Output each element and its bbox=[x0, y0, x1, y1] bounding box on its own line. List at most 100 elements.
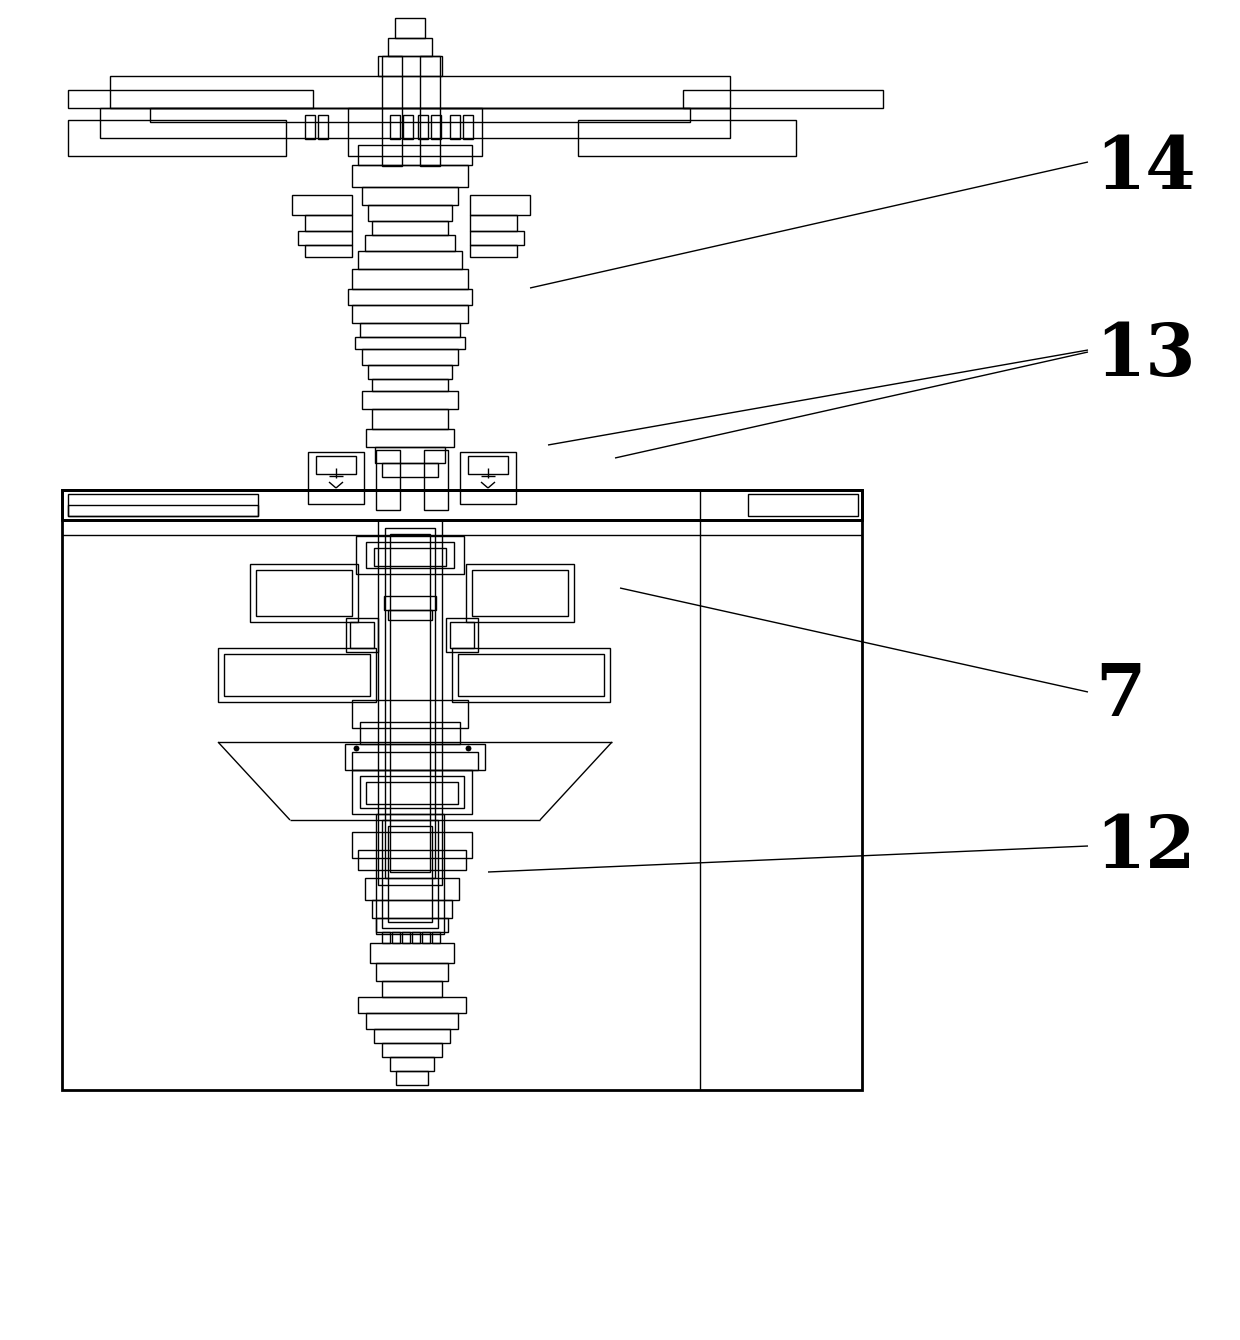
Text: 12: 12 bbox=[1095, 812, 1195, 883]
Bar bbox=[348, 109, 482, 155]
Bar bbox=[352, 306, 467, 323]
Bar bbox=[391, 535, 430, 872]
Bar bbox=[350, 622, 374, 649]
Bar bbox=[68, 505, 258, 516]
Bar bbox=[352, 699, 467, 728]
Bar bbox=[358, 145, 472, 165]
Bar bbox=[305, 115, 315, 139]
Bar bbox=[317, 115, 329, 139]
Bar bbox=[466, 564, 574, 622]
Bar bbox=[68, 90, 312, 109]
Bar bbox=[382, 56, 402, 166]
Text: 7: 7 bbox=[1095, 659, 1146, 730]
Bar bbox=[370, 943, 454, 963]
Bar bbox=[378, 56, 441, 76]
Bar bbox=[470, 245, 517, 257]
Bar bbox=[366, 1013, 458, 1029]
Bar bbox=[305, 245, 352, 257]
Bar bbox=[355, 336, 465, 348]
Bar bbox=[352, 269, 467, 289]
Bar bbox=[463, 115, 472, 139]
Bar bbox=[100, 109, 730, 138]
Bar bbox=[62, 490, 862, 1089]
Bar bbox=[388, 825, 432, 922]
Bar bbox=[396, 1071, 428, 1085]
Bar bbox=[470, 230, 525, 245]
Bar bbox=[391, 115, 401, 139]
Bar bbox=[432, 933, 440, 943]
Bar bbox=[384, 528, 435, 878]
Bar bbox=[374, 1029, 450, 1043]
Bar bbox=[366, 783, 458, 804]
Bar bbox=[362, 348, 458, 364]
Bar bbox=[460, 452, 516, 504]
Bar bbox=[352, 832, 472, 858]
Bar bbox=[382, 464, 438, 477]
Bar bbox=[403, 115, 413, 139]
Bar bbox=[224, 654, 370, 695]
Bar bbox=[382, 820, 438, 929]
Bar bbox=[372, 379, 448, 391]
Bar bbox=[372, 409, 448, 429]
Bar bbox=[384, 596, 436, 610]
Bar bbox=[374, 448, 445, 464]
Bar bbox=[376, 918, 448, 933]
Bar bbox=[366, 429, 454, 448]
Bar bbox=[366, 541, 454, 568]
Bar bbox=[748, 494, 858, 516]
Text: 14: 14 bbox=[1095, 133, 1195, 204]
Text: 13: 13 bbox=[1095, 319, 1195, 390]
Bar bbox=[578, 121, 796, 155]
Bar bbox=[683, 90, 883, 109]
Bar bbox=[368, 205, 453, 221]
Bar bbox=[362, 391, 458, 409]
Bar bbox=[356, 536, 464, 574]
Bar bbox=[402, 933, 410, 943]
Bar bbox=[388, 38, 432, 56]
Bar bbox=[396, 17, 425, 38]
Bar bbox=[298, 230, 352, 245]
Bar bbox=[420, 56, 440, 166]
Bar bbox=[422, 933, 430, 943]
Bar bbox=[352, 752, 477, 770]
Bar bbox=[218, 649, 376, 702]
Bar bbox=[150, 109, 689, 122]
Bar bbox=[345, 744, 485, 770]
Bar bbox=[376, 963, 448, 981]
Bar bbox=[348, 289, 472, 306]
Bar bbox=[424, 450, 448, 511]
Bar bbox=[250, 564, 358, 622]
Bar bbox=[360, 776, 464, 808]
Bar bbox=[360, 722, 460, 744]
Bar bbox=[470, 214, 517, 230]
Bar bbox=[388, 610, 432, 620]
Bar bbox=[458, 654, 604, 695]
Bar bbox=[365, 878, 459, 900]
Bar bbox=[358, 997, 466, 1013]
Bar bbox=[376, 450, 401, 511]
Bar bbox=[453, 649, 610, 702]
Bar bbox=[365, 234, 455, 251]
Bar bbox=[362, 188, 458, 205]
Bar bbox=[392, 933, 401, 943]
Bar bbox=[68, 121, 286, 155]
Bar bbox=[374, 548, 446, 565]
Bar bbox=[352, 165, 467, 188]
Bar bbox=[382, 1043, 441, 1057]
Bar bbox=[372, 900, 453, 918]
Bar bbox=[446, 618, 477, 653]
Bar bbox=[368, 364, 453, 379]
Bar bbox=[62, 490, 862, 520]
Bar bbox=[467, 456, 508, 474]
Bar bbox=[110, 76, 730, 109]
Bar bbox=[418, 115, 428, 139]
Bar bbox=[470, 196, 529, 214]
Bar bbox=[308, 452, 365, 504]
Bar bbox=[376, 813, 444, 934]
Bar bbox=[432, 115, 441, 139]
Bar bbox=[382, 981, 441, 997]
Bar bbox=[68, 494, 258, 516]
Bar bbox=[450, 622, 474, 649]
Bar bbox=[291, 196, 352, 214]
Bar bbox=[360, 323, 460, 336]
